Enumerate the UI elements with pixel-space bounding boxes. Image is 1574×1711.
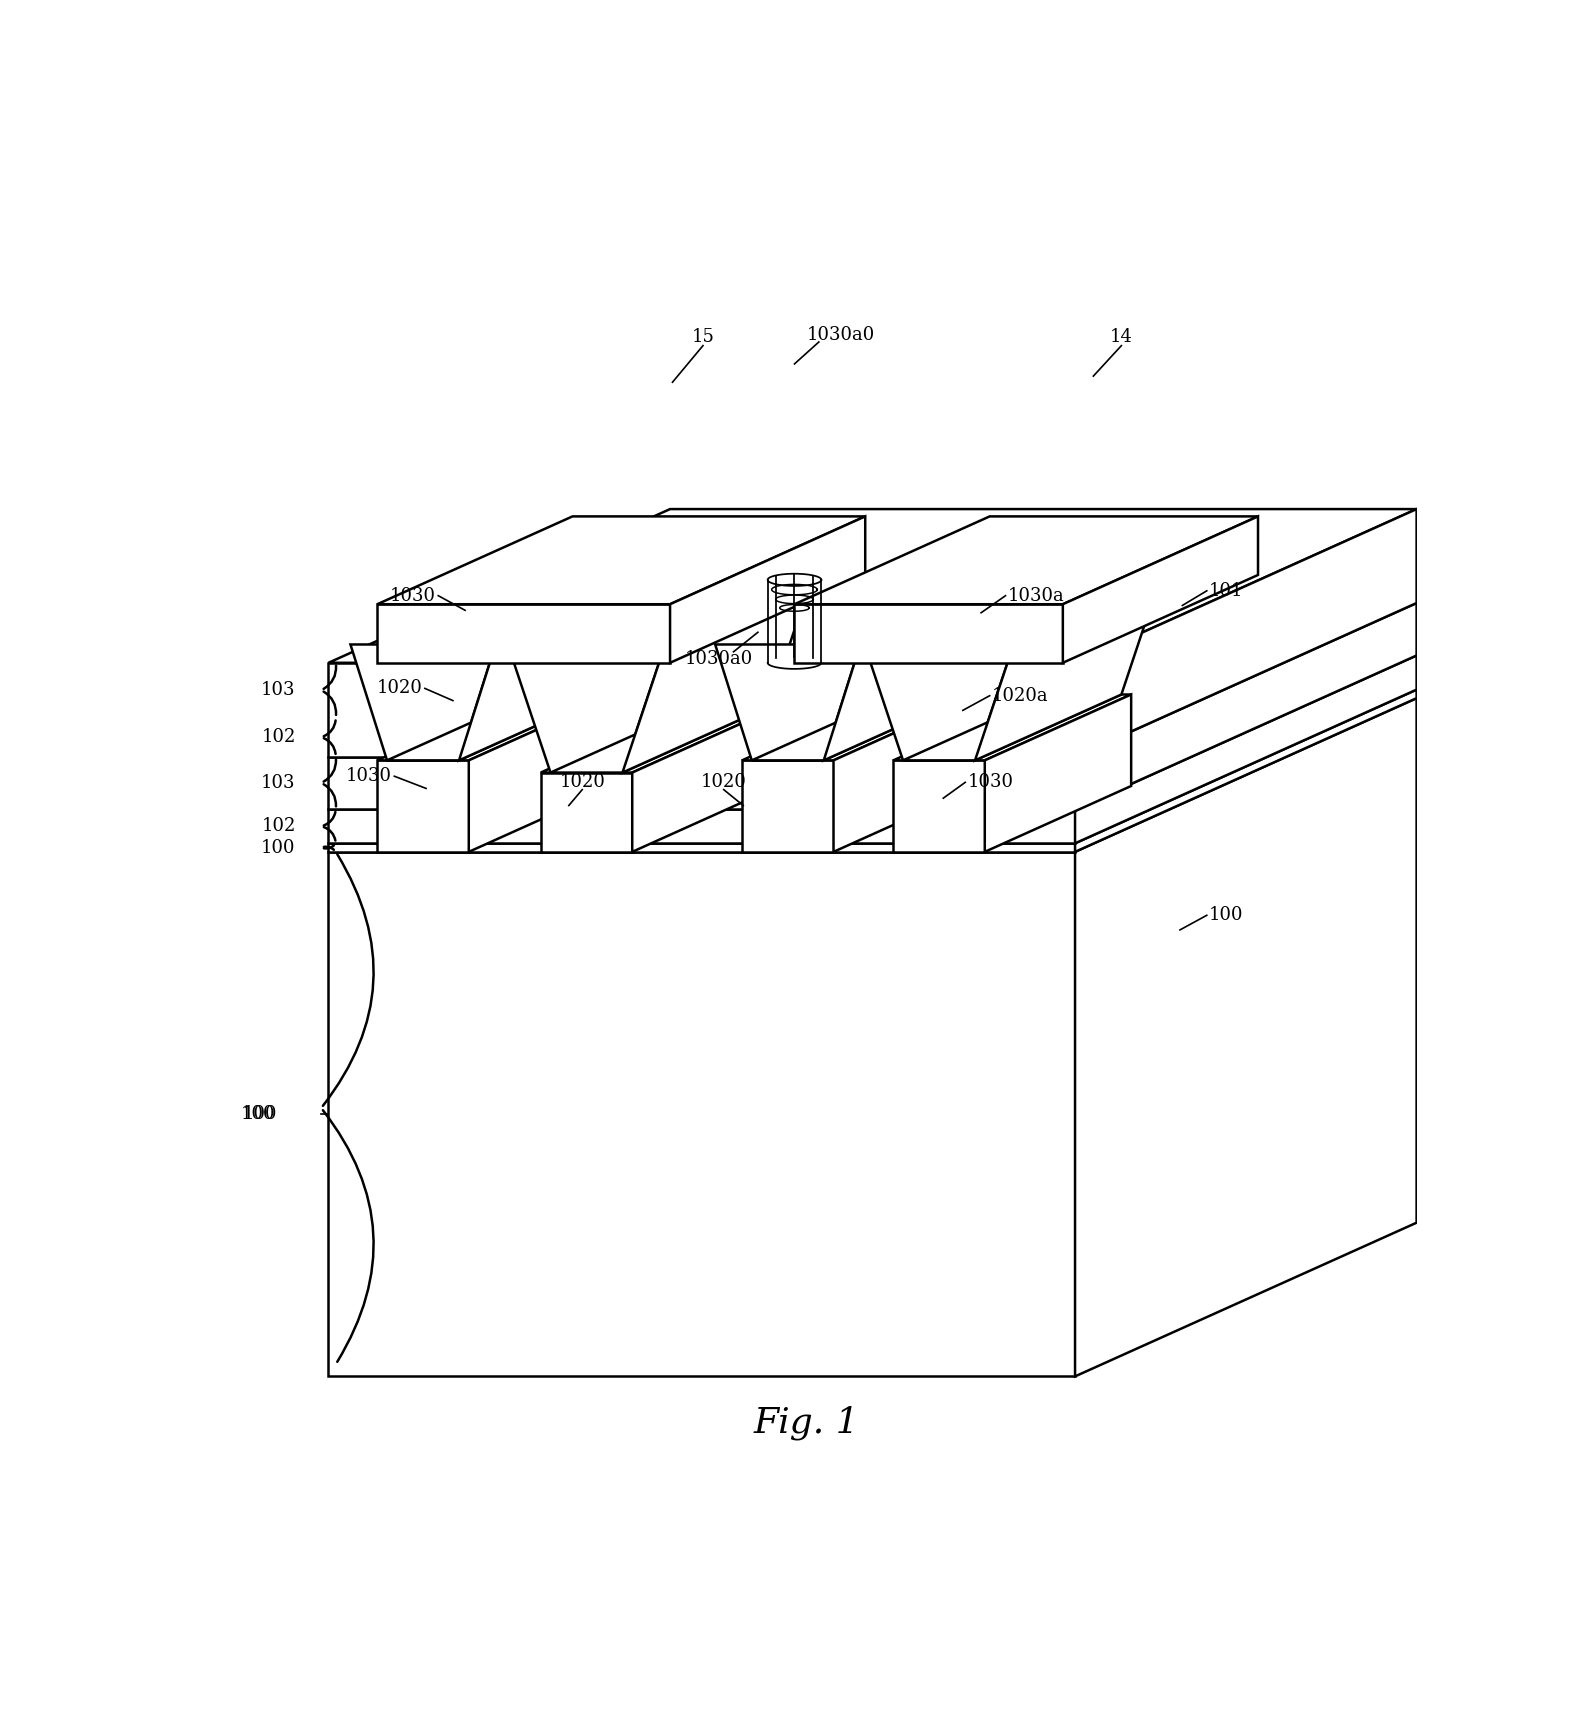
Text: 1020: 1020: [700, 773, 746, 790]
Polygon shape: [894, 695, 1132, 760]
Text: 100: 100: [241, 1105, 275, 1122]
Polygon shape: [329, 756, 1075, 809]
Text: 1030: 1030: [390, 587, 436, 604]
Polygon shape: [834, 695, 981, 852]
Polygon shape: [329, 809, 1075, 844]
Polygon shape: [351, 645, 496, 760]
Text: 101: 101: [1209, 582, 1243, 601]
Polygon shape: [903, 695, 1121, 760]
Polygon shape: [1075, 690, 1417, 852]
Polygon shape: [1075, 510, 1417, 756]
Polygon shape: [515, 662, 660, 773]
Polygon shape: [460, 578, 642, 760]
Polygon shape: [795, 604, 1062, 662]
Polygon shape: [823, 578, 1007, 760]
Text: 1030a: 1030a: [1007, 587, 1064, 604]
Polygon shape: [795, 517, 1258, 604]
Polygon shape: [387, 695, 606, 760]
Polygon shape: [671, 517, 866, 662]
Polygon shape: [866, 650, 1012, 760]
Text: 14: 14: [1110, 329, 1133, 346]
Polygon shape: [894, 760, 985, 852]
Polygon shape: [715, 645, 861, 760]
Text: 1020: 1020: [376, 679, 422, 698]
Text: 100: 100: [261, 838, 296, 857]
Polygon shape: [329, 690, 1417, 844]
Polygon shape: [633, 707, 779, 852]
Text: 103: 103: [261, 681, 296, 700]
Polygon shape: [741, 695, 981, 760]
Polygon shape: [985, 695, 1132, 852]
Text: 1030a0: 1030a0: [685, 650, 752, 667]
Polygon shape: [378, 695, 615, 760]
Polygon shape: [378, 517, 866, 604]
Polygon shape: [469, 695, 615, 852]
Polygon shape: [1075, 602, 1417, 809]
Text: 15: 15: [691, 329, 715, 346]
Polygon shape: [1075, 698, 1417, 1376]
Polygon shape: [541, 707, 779, 773]
Text: 1030a0: 1030a0: [807, 325, 875, 344]
Text: Fig. 1: Fig. 1: [754, 1405, 859, 1441]
Polygon shape: [329, 602, 1417, 756]
Polygon shape: [378, 604, 671, 662]
Polygon shape: [551, 707, 768, 773]
Text: 1030: 1030: [968, 773, 1014, 790]
Text: 1030: 1030: [346, 767, 392, 785]
Polygon shape: [378, 760, 469, 852]
Polygon shape: [541, 773, 633, 852]
Polygon shape: [329, 852, 1075, 1376]
Text: 1020: 1020: [559, 773, 604, 790]
Polygon shape: [329, 510, 1417, 662]
Text: 102: 102: [261, 818, 296, 835]
Polygon shape: [329, 844, 1075, 852]
Polygon shape: [329, 662, 1075, 756]
Text: 100: 100: [1209, 907, 1243, 924]
Polygon shape: [622, 597, 806, 773]
Text: 102: 102: [261, 729, 296, 746]
Text: 103: 103: [261, 773, 296, 792]
Polygon shape: [1075, 655, 1417, 844]
Text: 1020a: 1020a: [992, 686, 1048, 705]
Polygon shape: [741, 760, 834, 852]
Text: 100: 100: [242, 1105, 277, 1122]
Polygon shape: [329, 698, 1417, 852]
Polygon shape: [329, 655, 1417, 809]
Polygon shape: [752, 695, 970, 760]
Polygon shape: [974, 585, 1158, 760]
Polygon shape: [1062, 517, 1258, 662]
